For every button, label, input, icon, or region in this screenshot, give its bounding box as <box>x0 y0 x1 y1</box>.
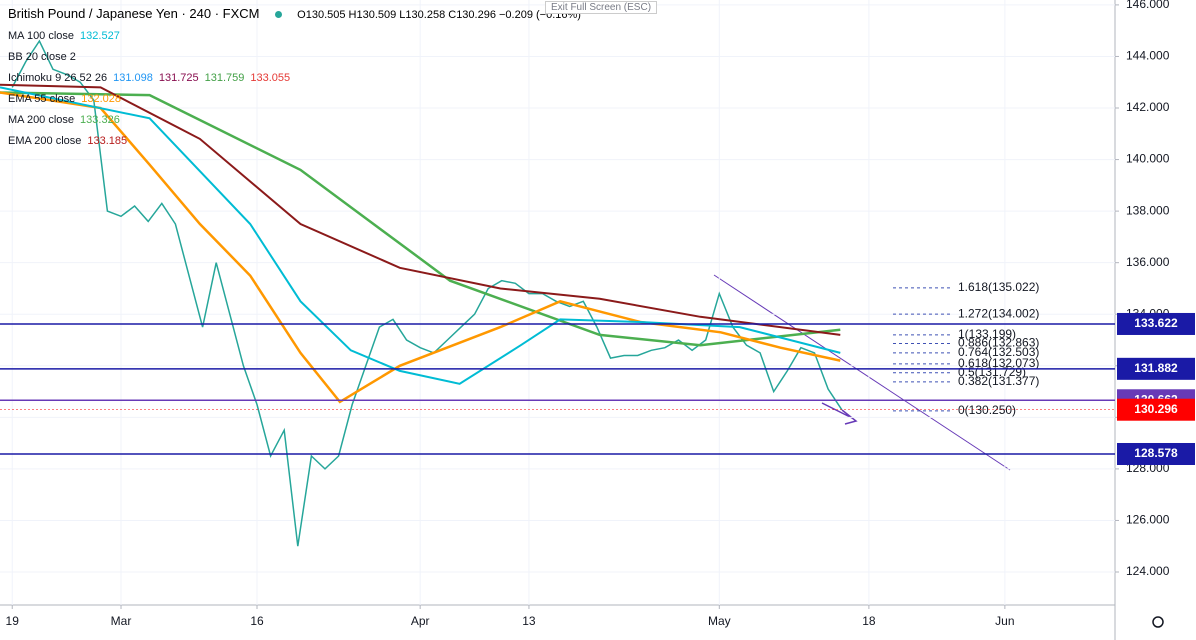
y-tick-label: 144.000 <box>1126 49 1170 63</box>
y-tick-label: 126.000 <box>1126 513 1170 527</box>
y-tick-label: 146.000 <box>1126 0 1170 11</box>
fib-label: 0.764(132.503) <box>958 345 1039 359</box>
price-line <box>0 83 841 336</box>
level-label: 133.622 <box>1134 316 1178 330</box>
ohlc: O130.505 H130.509 L130.258 C130.296 −0.2… <box>297 9 581 21</box>
x-tick-label: 19 <box>6 614 20 628</box>
legend-row: BB 20 close 2 <box>8 47 290 68</box>
legend-row: EMA 200 close 133.185 <box>8 131 290 152</box>
y-tick-label: 124.000 <box>1126 564 1170 578</box>
legend-name: MA 200 close <box>8 114 75 126</box>
x-tick-label: 16 <box>250 614 264 628</box>
x-tick-label: 13 <box>522 614 536 628</box>
level-tag <box>1117 312 1195 335</box>
legend: MA 100 close 132.527 BB 20 close 2 Ichimoku… <box>8 26 290 152</box>
level-label: 130.296 <box>1134 402 1178 416</box>
x-tick-label: 18 <box>862 614 876 628</box>
legend-row: Ichimoku 9 26 52 26 131.098 131.725 131.759… <box>8 68 290 89</box>
legend-value: 131.098 <box>113 72 153 84</box>
price-line <box>11 39 843 547</box>
y-tick-label: 136.000 <box>1126 255 1170 269</box>
price-line <box>0 91 841 347</box>
level-tag <box>1117 357 1195 380</box>
legend-name: EMA 200 close <box>8 135 82 147</box>
fib-label: 1.272(134.002) <box>958 306 1039 320</box>
y-tick-label: 142.000 <box>1126 100 1170 114</box>
x-tick-label: May <box>708 614 731 628</box>
legend-row: MA 100 close 132.527 <box>8 26 290 47</box>
price-line <box>0 91 841 404</box>
header: British Pound / Japanese Yen · 240 · FXC… <box>8 6 581 21</box>
level-tag <box>1117 442 1195 465</box>
legend-value: 132.028 <box>81 93 122 105</box>
legend-value: 133.326 <box>80 114 120 126</box>
legend-name: MA 100 close <box>8 30 75 42</box>
level-label: 131.882 <box>1134 361 1178 375</box>
arrow <box>821 402 858 425</box>
legend-value: 131.759 <box>204 72 245 84</box>
legend-row: MA 200 close 133.326 <box>8 110 290 131</box>
legend-value: 132.527 <box>80 30 120 42</box>
legend-value: 133.055 <box>250 72 291 84</box>
fib-label: 0.618(132.073) <box>958 356 1039 370</box>
fib-label: 1.618(135.022) <box>958 280 1039 294</box>
symbol-title: British Pound / Japanese Yen · 240 · FXC… <box>8 6 260 21</box>
exit-button[interactable]: Exit Full Screen (ESC) <box>545 1 658 14</box>
legend-value: 131.725 <box>158 72 199 84</box>
legend-name: Ichimoku 9 26 52 26 <box>8 72 108 84</box>
level-label: 128.578 <box>1134 446 1178 460</box>
x-tick-label: Mar <box>111 614 132 628</box>
y-tick-label: 140.000 <box>1126 152 1170 166</box>
level-tag <box>1117 398 1195 421</box>
status-dot <box>274 11 282 18</box>
settings-icon[interactable] <box>1152 616 1164 628</box>
legend-row: EMA 55 close 132.028 <box>8 89 290 110</box>
x-tick-label: Jun <box>995 614 1014 628</box>
legend-name: BB 20 close 2 <box>8 51 76 63</box>
legend-name: EMA 55 close <box>8 93 76 105</box>
trend-line <box>713 274 1011 471</box>
fib-label: 0(130.250) <box>958 403 1016 417</box>
legend-value: 133.185 <box>87 135 128 147</box>
x-tick-label: Apr <box>411 614 430 628</box>
y-tick-label: 138.000 <box>1126 203 1170 217</box>
price-line <box>0 86 841 385</box>
fib-label: 0.382(131.377) <box>958 374 1039 388</box>
fib-label: 0.886(132.863) <box>958 336 1039 350</box>
fib-label: 1(133.199) <box>958 327 1016 341</box>
